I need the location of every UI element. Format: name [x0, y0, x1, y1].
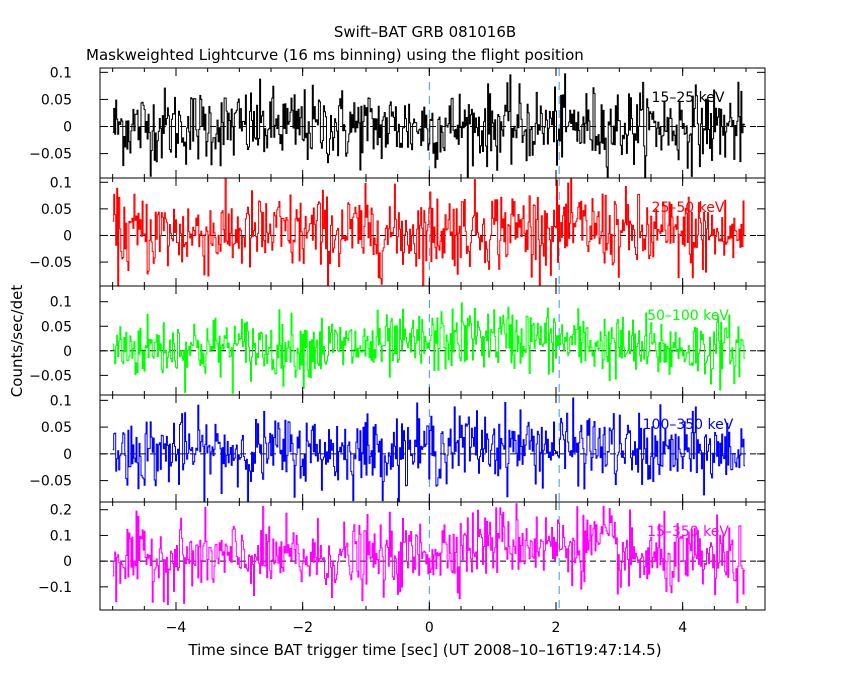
panel-frame	[99, 501, 766, 611]
series-label: 100–350 keV	[643, 417, 734, 433]
y-tick-label: 0.1	[50, 295, 72, 311]
series-label: 50–100 keV	[647, 308, 729, 324]
panel-1: −0.05 0 0.05 0.1 15–25 keV	[29, 65, 766, 179]
y-tick-label: 0.2	[50, 503, 72, 519]
series-line	[112, 178, 745, 286]
y-tick-label: 0.1	[50, 393, 72, 409]
y-tick-label: 0.05	[41, 420, 72, 436]
y-tick-label: 0.05	[41, 202, 72, 218]
y-tick-label: 0	[63, 344, 72, 360]
series-line	[112, 302, 745, 394]
chart-subtitle: Maskweighted Lightcurve (16 ms binning) …	[86, 46, 584, 64]
series-line	[112, 503, 745, 606]
y-tick-label: −0.1	[38, 580, 72, 596]
x-tick-label: 0	[425, 620, 434, 636]
series-line	[112, 73, 745, 178]
series-label: 15–25 keV	[652, 90, 725, 106]
x-tick-label: −4	[166, 620, 187, 636]
y-tick-label: −0.05	[29, 474, 72, 490]
panel-5: −0.1 0 0.1 0.2 15–350 keV	[38, 501, 766, 611]
y-tick-label: 0	[63, 228, 72, 244]
y-tick-label: 0.1	[50, 528, 72, 544]
x-tick-label: −2	[292, 620, 313, 636]
y-tick-label: 0.05	[41, 319, 72, 335]
y-tick-label: 0	[63, 554, 72, 570]
series-label: 25–50 keV	[652, 200, 725, 216]
y-tick-label: −0.05	[29, 368, 72, 384]
series-line	[112, 397, 745, 502]
y-tick-label: 0.1	[50, 65, 72, 81]
y-tick-label: −0.05	[29, 255, 72, 271]
x-axis-label: Time since BAT trigger time [sec] (UT 20…	[187, 641, 661, 659]
panels-layer: −0.05 0 0.05 0.1 15–25 keV −0.05 0 0.05 0.1 25–50…	[29, 65, 766, 636]
y-tick-label: 0	[63, 120, 72, 136]
y-tick-label: 0.1	[50, 175, 72, 191]
chart-title: Swift–BAT GRB 081016B	[334, 23, 516, 41]
y-tick-label: 0	[63, 447, 72, 463]
x-tick-label: 4	[678, 620, 687, 636]
y-tick-label: −0.05	[29, 147, 72, 163]
y-tick-label: 0.05	[41, 92, 72, 108]
panel-4: −0.05 0 0.05 0.1 100–350 keV	[29, 393, 766, 503]
y-axis-label: Counts/sec/det	[8, 285, 26, 398]
panel-3: −0.05 0 0.05 0.1 50–100 keV	[29, 285, 766, 396]
series-label: 15–350 keV	[647, 524, 729, 540]
x-tick-label: 2	[552, 620, 561, 636]
